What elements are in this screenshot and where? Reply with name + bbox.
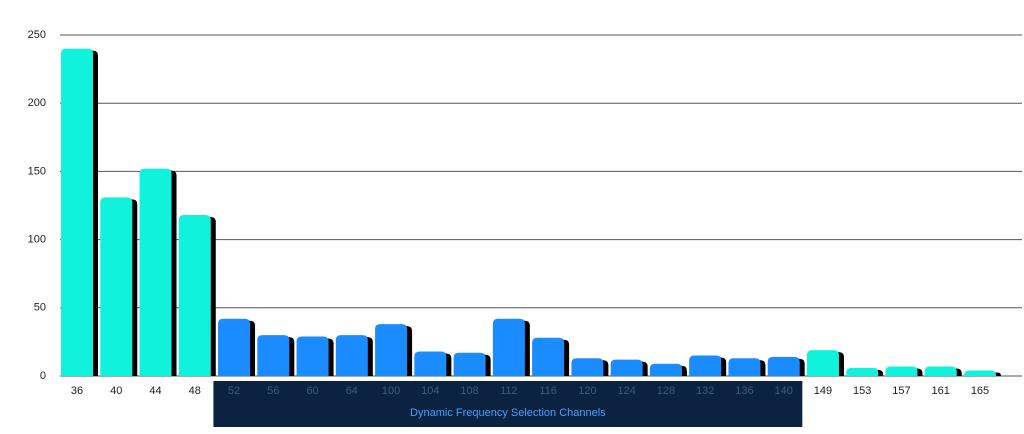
bar — [846, 367, 879, 376]
x-tick-label: 52 — [228, 385, 240, 397]
bar — [61, 48, 93, 376]
x-tick-label: 149 — [814, 385, 832, 397]
bar — [453, 352, 486, 376]
x-tick-label: 56 — [267, 385, 279, 397]
x-tick-label: 60 — [306, 385, 318, 397]
bar — [532, 337, 565, 376]
y-tick-label: 250 — [28, 29, 46, 41]
bar — [806, 350, 839, 376]
x-tick-label: 161 — [932, 385, 950, 397]
bar — [100, 197, 133, 376]
highlight-box — [213, 381, 803, 427]
bar — [610, 359, 643, 376]
y-tick-label: 0 — [40, 370, 46, 382]
bar — [767, 356, 800, 376]
x-tick-label: 44 — [149, 385, 161, 397]
bar — [414, 351, 447, 376]
x-tick-label: 112 — [500, 385, 518, 397]
y-tick-label: 200 — [28, 97, 46, 109]
bar — [492, 318, 525, 376]
x-tick-label: 128 — [657, 385, 675, 397]
bar — [139, 168, 172, 376]
y-tick-label: 150 — [28, 165, 46, 177]
x-tick-label: 132 — [696, 385, 714, 397]
bar — [649, 363, 682, 376]
x-tick-label: 140 — [775, 385, 793, 397]
x-tick-label: 64 — [346, 385, 358, 397]
y-tick-label: 100 — [28, 234, 46, 246]
bar — [689, 355, 722, 376]
x-tick-label: 153 — [853, 385, 871, 397]
bar — [296, 336, 329, 376]
highlight-label: Dynamic Frequency Selection Channels — [410, 407, 606, 419]
x-tick-label: 36 — [71, 385, 83, 397]
y-tick-label: 50 — [34, 302, 46, 314]
bar — [375, 324, 408, 376]
bar — [257, 335, 290, 376]
bar — [728, 358, 761, 376]
bar — [335, 335, 368, 376]
x-tick-label: 100 — [382, 385, 400, 397]
x-tick-label: 48 — [189, 385, 201, 397]
x-tick-label: 136 — [735, 385, 753, 397]
x-tick-label: 157 — [892, 385, 910, 397]
x-tick-label: 120 — [578, 385, 596, 397]
bar — [885, 366, 918, 376]
x-tick-label: 116 — [539, 385, 557, 397]
bar — [571, 358, 604, 376]
bar — [218, 318, 251, 376]
x-tick-label: 108 — [460, 385, 478, 397]
bar — [178, 215, 211, 376]
bar — [964, 370, 996, 376]
x-tick-label: 40 — [110, 385, 122, 397]
x-tick-label: 104 — [421, 385, 439, 397]
x-tick-label: 124 — [617, 385, 635, 397]
bar — [924, 366, 957, 376]
x-tick-label: 165 — [971, 385, 989, 397]
